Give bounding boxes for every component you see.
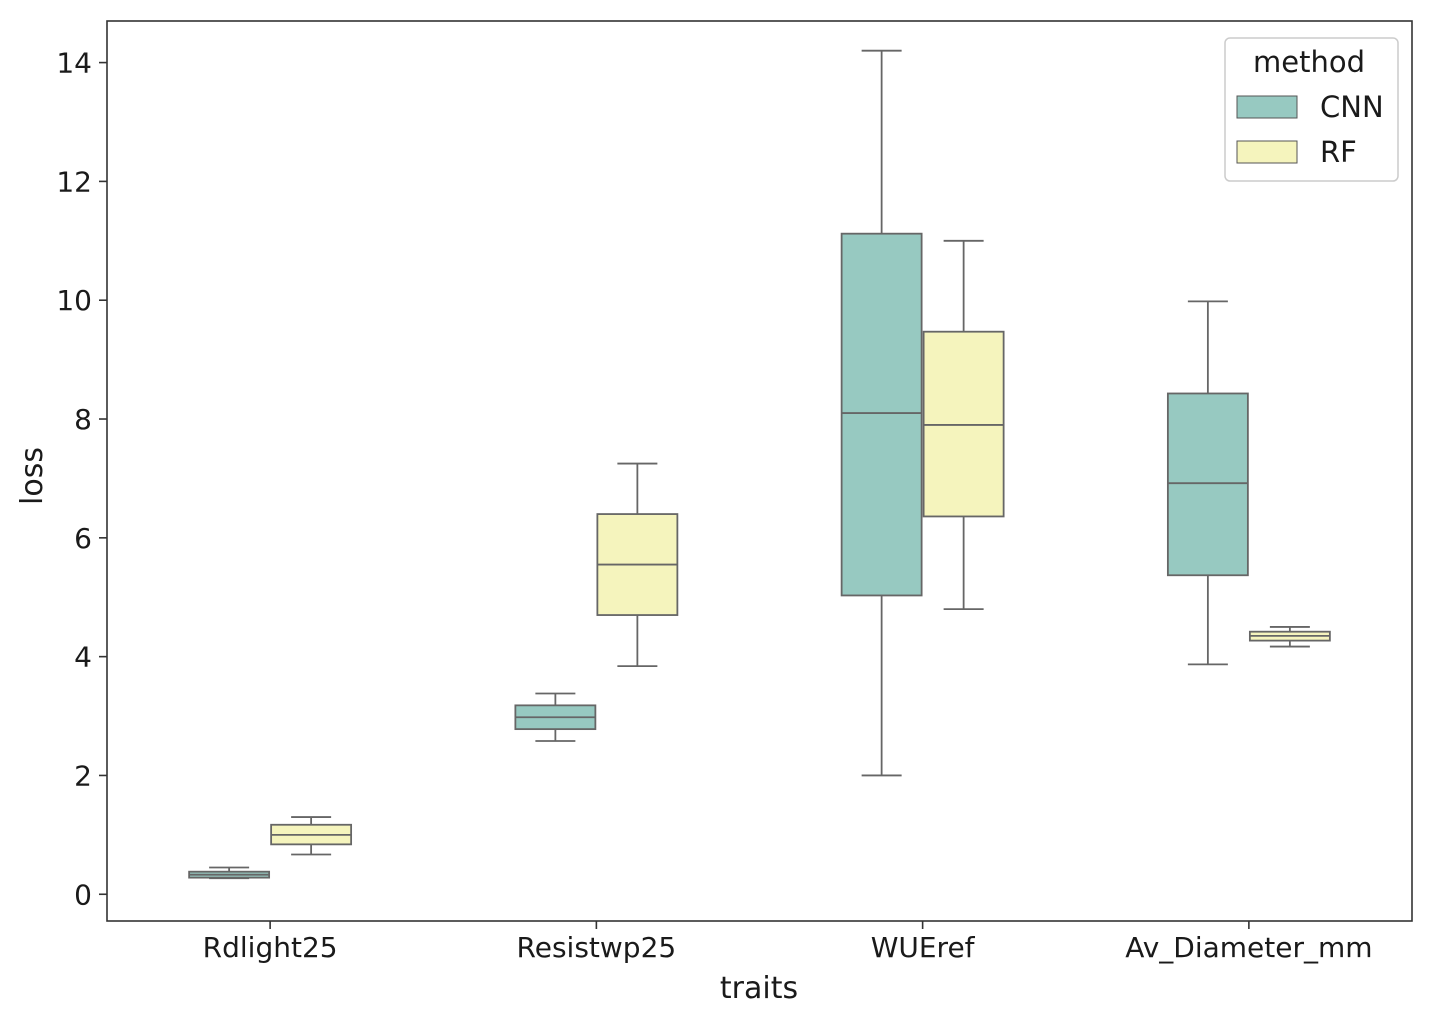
x-tick-label: Rdlight25 — [203, 931, 338, 964]
legend-label-cnn: CNN — [1320, 90, 1384, 124]
iqr-box — [1166, 392, 1249, 577]
y-axis: 0 2 4 6 8 10 12 14 — [56, 47, 107, 911]
box-cnn — [514, 692, 597, 742]
iqr-box — [840, 232, 923, 597]
y-tick-label: 8 — [74, 403, 92, 436]
y-tick-label: 4 — [74, 641, 92, 674]
box-rf — [922, 239, 1005, 611]
x-axis: Rdlight25 Resistwp25 WUEref Av_Diameter_mm — [203, 921, 1373, 964]
y-tick-label: 2 — [74, 759, 92, 792]
y-tick-label: 0 — [74, 878, 92, 911]
legend: method CNN RF — [1224, 37, 1399, 182]
box-cnn — [1166, 300, 1249, 666]
box-rf — [1248, 626, 1331, 648]
x-tick-label: WUEref — [871, 931, 976, 964]
legend-swatch-rf — [1236, 140, 1298, 164]
box-group — [188, 49, 1331, 880]
x-axis-label: traits — [720, 971, 798, 1006]
legend-label-rf: RF — [1320, 135, 1357, 169]
legend-title: method — [1253, 45, 1365, 79]
box-rf — [596, 462, 679, 668]
y-tick-label: 10 — [56, 284, 92, 317]
y-axis-label: loss — [15, 447, 50, 505]
x-tick-label: Resistwp25 — [517, 931, 677, 964]
y-tick-label: 6 — [74, 522, 92, 555]
box-cnn — [188, 866, 271, 880]
box-rf — [270, 816, 353, 856]
box-cnn — [840, 49, 923, 777]
x-tick-label: Av_Diameter_mm — [1125, 931, 1372, 964]
legend-swatch-cnn — [1236, 95, 1298, 119]
y-tick-label: 12 — [56, 165, 92, 198]
y-tick-label: 14 — [56, 47, 92, 80]
